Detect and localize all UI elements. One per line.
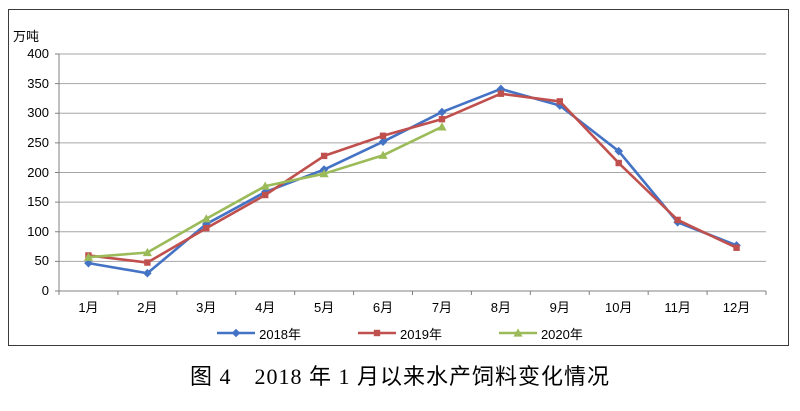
line-chart-canvas xyxy=(55,53,767,295)
data-point-marker xyxy=(379,132,387,139)
x-axis-tick-label: 8月 xyxy=(490,300,511,315)
data-point-marker xyxy=(201,219,211,229)
data-point-marker xyxy=(203,224,210,232)
data-point-marker xyxy=(437,122,447,131)
data-point-marker xyxy=(615,159,622,167)
axes xyxy=(55,53,767,295)
data-point-marker xyxy=(260,181,270,190)
legend-label: 2020年 xyxy=(540,326,583,342)
data-point-marker xyxy=(733,244,740,251)
series-line-1 xyxy=(87,92,738,264)
data-point-marker xyxy=(378,150,388,159)
y-axis-tick-label: 250 xyxy=(27,134,49,150)
data-point-marker xyxy=(143,268,152,278)
legend-item-1: 2019年 xyxy=(357,324,442,343)
data-point-marker xyxy=(437,107,447,117)
data-point-marker xyxy=(674,216,681,224)
y-axis-tick-label: 300 xyxy=(27,105,49,121)
series-line-0 xyxy=(87,87,738,275)
data-point-marker xyxy=(497,90,505,97)
chart-frame: 万吨 400 350 300 250 200 150 100 50 0 1月 2月 3月 4月 5月 6月… xyxy=(8,9,789,346)
x-axis-tick-label: 4月 xyxy=(255,300,276,315)
legend-label: 2018年 xyxy=(259,326,302,342)
y-axis-tick-label: 50 xyxy=(34,253,49,269)
data-point-marker xyxy=(614,146,624,156)
x-axis-tick-label: 3月 xyxy=(196,300,217,315)
data-point-marker xyxy=(320,152,328,160)
data-point-marker xyxy=(378,137,388,146)
x-axis-tick-label: 1月 xyxy=(78,300,99,315)
data-point-marker xyxy=(319,169,329,178)
legend-item-2: 2020年 xyxy=(498,324,583,343)
y-axis-tick-label: 400 xyxy=(27,46,49,61)
data-point-marker xyxy=(83,252,94,261)
series-2 xyxy=(83,122,447,261)
legend-marker-triangle-icon xyxy=(498,328,537,337)
legend-label: 2019年 xyxy=(400,326,442,342)
x-axis-tick-label: 2月 xyxy=(137,300,158,315)
y-axis-tick-label: 0 xyxy=(41,283,49,298)
legend-item-0: 2018年 xyxy=(216,324,301,343)
y-axis-unit-label: 万吨 xyxy=(13,29,40,44)
data-point-marker xyxy=(556,98,563,105)
x-axis-tick-label: 9月 xyxy=(549,300,570,315)
data-point-marker xyxy=(438,115,446,123)
x-axis-tick-label: 11月 xyxy=(664,300,691,315)
x-axis-tick-label: 6月 xyxy=(372,300,394,315)
x-axis-tick-label: 12月 xyxy=(722,300,751,315)
data-point-marker xyxy=(144,259,151,266)
data-point-marker xyxy=(262,191,269,199)
gridlines xyxy=(59,53,766,262)
figure-caption: 图 4 2018 年 1 月以来水产饲料变化情况 xyxy=(189,364,610,389)
chart-legend: 2018年 2019年 2020年 xyxy=(9,324,790,342)
x-axis-tick-label: 10月 xyxy=(604,300,633,315)
x-axis-tick-label: 5月 xyxy=(314,300,335,315)
y-axis-tick-label: 100 xyxy=(27,223,49,239)
y-axis-tick-label: 350 xyxy=(27,75,49,91)
legend-marker-diamond-icon xyxy=(217,328,256,338)
legend-marker-square-icon xyxy=(358,329,397,337)
data-point-marker xyxy=(142,247,152,257)
data-point-marker xyxy=(201,214,211,223)
y-axis-tick-label: 200 xyxy=(27,164,49,180)
x-axis-tick-label: 7月 xyxy=(431,300,453,315)
data-point-marker xyxy=(84,258,93,268)
y-axis-tick-label: 150 xyxy=(27,194,49,210)
